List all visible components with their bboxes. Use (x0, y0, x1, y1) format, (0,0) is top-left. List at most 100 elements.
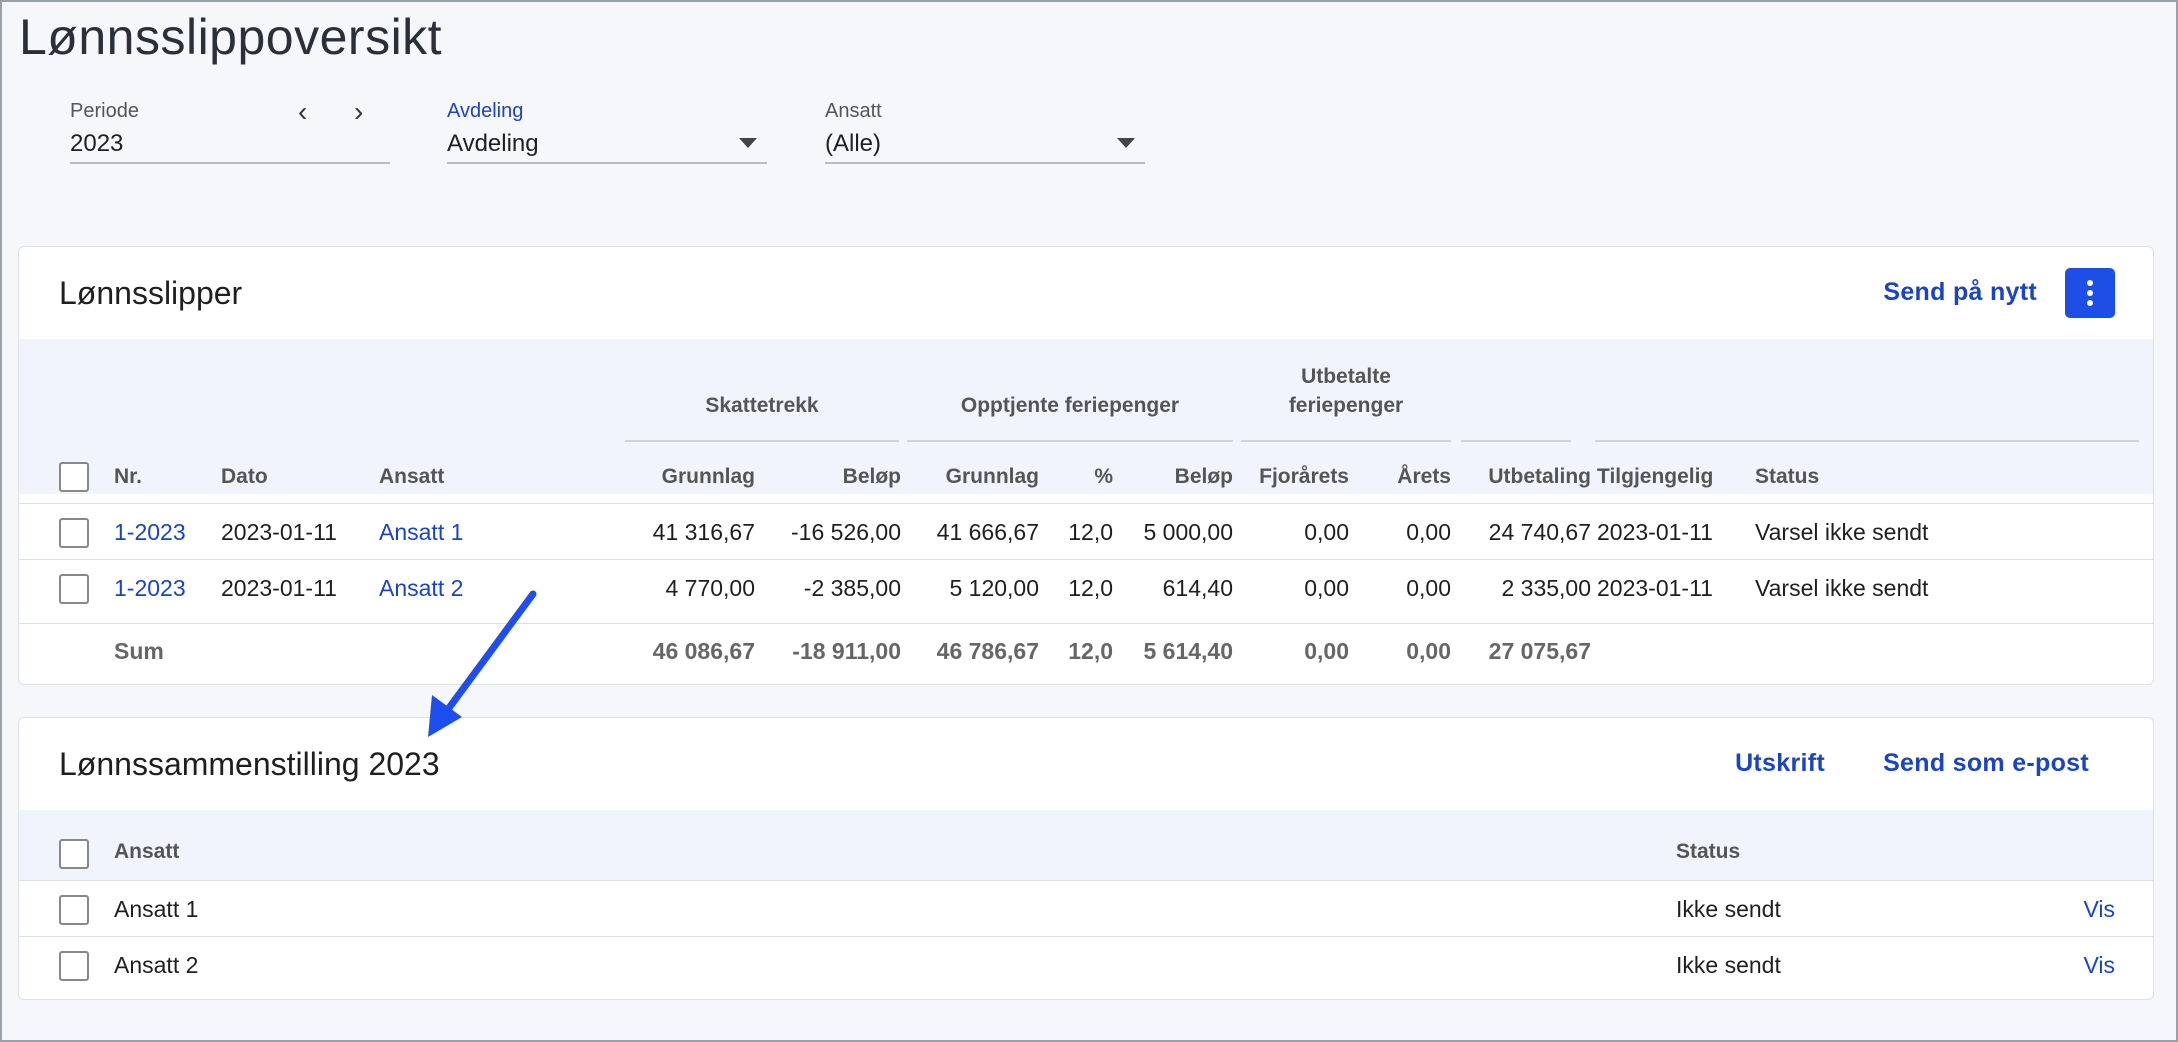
payslips-title: Lønnsslipper (59, 275, 243, 311)
divider (907, 440, 1233, 442)
row-checkbox[interactable] (59, 951, 89, 981)
employee-link[interactable]: Ansatt 2 (379, 575, 464, 601)
row-arets: 0,00 (1406, 519, 1451, 545)
col-tilgjengelig: Tilgjengelig (1597, 465, 1714, 488)
row-fjorarets: 0,00 (1304, 575, 1349, 601)
col-skatt-belop: Beløp (842, 465, 901, 488)
col-arets: Årets (1397, 465, 1451, 488)
col-status: Status (1755, 465, 1820, 488)
payslip-nr-link[interactable]: 1-2023 (114, 519, 186, 545)
caret-down-icon[interactable] (1117, 138, 1135, 148)
row-ferie-pct: 12,0 (1068, 575, 1113, 601)
divider (1241, 440, 1451, 442)
view-link[interactable]: Vis (2083, 952, 2115, 978)
sum-arets: 0,00 (1406, 638, 1451, 664)
row-skatt-grunnlag: 41 316,67 (652, 519, 755, 545)
row-dato: 2023-01-11 (221, 519, 337, 545)
employee-link[interactable]: Ansatt 1 (379, 519, 464, 545)
row-tilgjengelig: 2023-01-11 (1597, 519, 1713, 545)
col-ansatt: Ansatt (379, 465, 445, 488)
divider (19, 503, 2153, 504)
row-ferie-pct: 12,0 (1068, 519, 1113, 545)
more-options-button[interactable] (2065, 268, 2115, 318)
periode-value[interactable]: 2023 (70, 130, 124, 157)
page-title: Lønnsslippoversikt (19, 9, 443, 65)
divider (625, 440, 899, 442)
col-dato: Dato (221, 465, 268, 488)
row-checkbox[interactable] (59, 574, 89, 604)
group-header-utbetalte-2: feriepenger (1288, 394, 1404, 417)
ansatt-value[interactable]: (Alle) (825, 130, 882, 157)
sum-ferie-belop: 5 614,40 (1143, 638, 1233, 664)
group-header-opptjente: Opptjente feriepenger (960, 394, 1180, 417)
caret-down-icon[interactable] (739, 138, 757, 148)
divider (19, 623, 2153, 624)
avdeling-dropdown[interactable]: Avdeling Avdeling (447, 100, 767, 164)
sum-fjorarets: 0,00 (1304, 638, 1349, 664)
col-ferie-belop: Beløp (1174, 465, 1233, 488)
chevron-left-icon[interactable]: ‹ (298, 96, 308, 127)
select-all-checkbox[interactable] (59, 462, 89, 492)
dot-icon (2087, 280, 2093, 286)
divider (19, 880, 2153, 881)
col-nr: Nr. (114, 465, 143, 488)
col-skatt-grunnlag: Grunnlag (661, 465, 755, 488)
col-ansatt: Ansatt (114, 840, 180, 863)
periode-label: Periode (70, 100, 139, 122)
col-ferie-grunnlag: Grunnlag (945, 465, 1039, 488)
sum-utbetaling: 27 075,67 (1488, 638, 1591, 664)
resend-button[interactable]: Send på nytt (1883, 278, 2037, 306)
row-ferie-grunnlag: 5 120,00 (949, 575, 1039, 601)
summary-card: Lønnssammenstilling 2023 Utskrift Send s… (18, 717, 2154, 1000)
row-dato: 2023-01-11 (221, 575, 337, 601)
sum-ferie-pct: 12,0 (1068, 638, 1113, 664)
row-status: Varsel ikke sendt (1755, 519, 1929, 545)
row-checkbox[interactable] (59, 895, 89, 925)
divider (1461, 440, 1571, 442)
row-skatt-belop: -2 385,00 (803, 575, 901, 601)
col-fjorarets: Fjorårets (1259, 465, 1349, 488)
dot-icon (2087, 300, 2093, 306)
summary-title: Lønnssammenstilling 2023 (59, 746, 440, 782)
payslip-nr-link[interactable]: 1-2023 (114, 575, 186, 601)
ansatt-label: Ansatt (825, 100, 882, 122)
employee-name: Ansatt 2 (114, 952, 199, 978)
view-link[interactable]: Vis (2083, 896, 2115, 922)
periode-filter[interactable]: Periode 2023 ‹ › (70, 96, 390, 164)
divider (19, 559, 2153, 560)
row-utbetaling: 24 740,67 (1488, 519, 1591, 545)
row-checkbox[interactable] (59, 518, 89, 548)
avdeling-label: Avdeling (447, 100, 524, 122)
payslips-card: Lønnsslipper Send på nytt Skattetrekk Op… (18, 246, 2154, 685)
divider (19, 936, 2153, 937)
employee-name: Ansatt 1 (114, 896, 199, 922)
row-ferie-belop: 614,40 (1162, 575, 1233, 601)
row-skatt-grunnlag: 4 770,00 (665, 575, 755, 601)
row-ferie-grunnlag: 41 666,67 (936, 519, 1039, 545)
row-arets: 0,00 (1406, 575, 1451, 601)
ansatt-dropdown[interactable]: Ansatt (Alle) (825, 100, 1145, 164)
sum-skatt-grunnlag: 46 086,67 (652, 638, 755, 664)
print-button[interactable]: Utskrift (1735, 749, 1825, 777)
row-fjorarets: 0,00 (1304, 519, 1349, 545)
row-ferie-belop: 5 000,00 (1143, 519, 1233, 545)
chevron-right-icon[interactable]: › (354, 96, 364, 127)
dot-icon (2087, 290, 2093, 296)
row-skatt-belop: -16 526,00 (791, 519, 901, 545)
sum-skatt-belop: -18 911,00 (792, 638, 901, 664)
avdeling-value[interactable]: Avdeling (447, 130, 539, 157)
sum-ferie-grunnlag: 46 786,67 (936, 638, 1039, 664)
row-status: Varsel ikke sendt (1755, 575, 1929, 601)
col-status: Status (1676, 840, 1741, 863)
sum-label: Sum (114, 638, 164, 664)
table-header (19, 339, 2153, 494)
select-all-checkbox[interactable] (59, 839, 89, 869)
row-status: Ikke sendt (1676, 896, 1781, 922)
group-header-utbetalte-1: Utbetalte (1301, 365, 1391, 388)
col-ferie-pct: % (1094, 465, 1113, 488)
send-email-button[interactable]: Send som e-post (1883, 749, 2089, 777)
col-utbetaling: Utbetaling (1488, 465, 1591, 488)
group-header-skattetrekk: Skattetrekk (705, 394, 819, 417)
row-status: Ikke sendt (1676, 952, 1781, 978)
row-utbetaling: 2 335,00 (1501, 575, 1591, 601)
